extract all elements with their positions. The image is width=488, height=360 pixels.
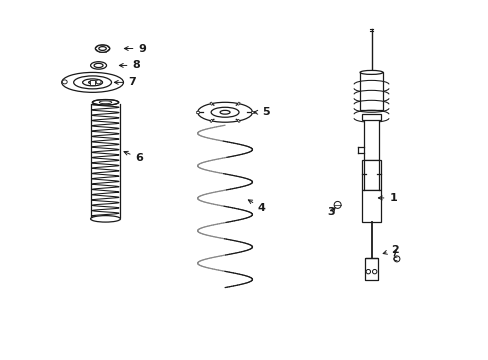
Ellipse shape [90, 62, 106, 69]
Ellipse shape [92, 100, 119, 105]
Ellipse shape [99, 101, 112, 104]
Bar [237, 119, 240, 122]
Circle shape [366, 269, 370, 274]
Text: 3: 3 [327, 207, 335, 217]
Ellipse shape [211, 107, 239, 117]
Bar [250, 112, 253, 113]
Ellipse shape [82, 79, 102, 86]
FancyBboxPatch shape [361, 160, 380, 190]
Ellipse shape [99, 46, 106, 50]
Text: 4: 4 [248, 200, 265, 213]
Text: 5: 5 [253, 107, 269, 117]
Ellipse shape [94, 63, 103, 68]
Text: 7: 7 [114, 77, 136, 87]
FancyBboxPatch shape [364, 258, 377, 280]
Ellipse shape [74, 76, 111, 89]
FancyBboxPatch shape [359, 72, 382, 110]
FancyBboxPatch shape [361, 190, 380, 222]
Text: 8: 8 [119, 60, 140, 71]
Text: 9: 9 [124, 44, 146, 54]
Ellipse shape [197, 102, 252, 122]
FancyBboxPatch shape [364, 118, 378, 160]
Circle shape [393, 256, 399, 262]
Text: 6: 6 [124, 151, 143, 163]
Bar [90, 80, 95, 85]
Ellipse shape [96, 80, 101, 84]
Circle shape [333, 201, 341, 208]
Ellipse shape [95, 45, 109, 52]
Ellipse shape [62, 80, 67, 84]
Bar [196, 112, 199, 113]
FancyBboxPatch shape [361, 114, 381, 120]
Ellipse shape [61, 72, 123, 92]
Ellipse shape [88, 81, 96, 84]
Circle shape [372, 269, 376, 274]
Bar [209, 102, 212, 105]
Ellipse shape [359, 71, 382, 75]
Text: 1: 1 [378, 193, 396, 203]
Bar [209, 119, 212, 122]
Ellipse shape [90, 216, 120, 222]
Ellipse shape [220, 111, 229, 114]
Text: 2: 2 [383, 245, 398, 255]
Bar [237, 102, 240, 105]
